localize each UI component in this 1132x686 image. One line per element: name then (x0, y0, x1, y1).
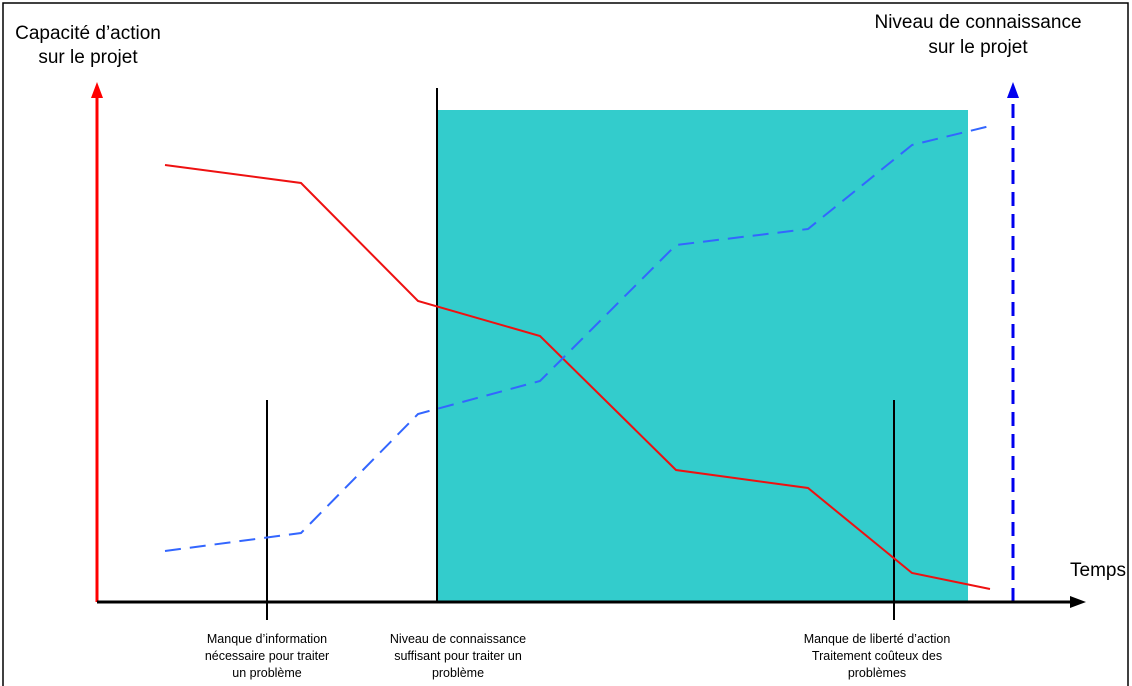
annotation: problèmes (848, 666, 906, 680)
x-axis-arrow (1070, 596, 1086, 608)
annotation: Niveau de connaissance (390, 632, 526, 646)
annotation: problème (432, 666, 484, 680)
left-axis-arrow (91, 82, 103, 98)
x-axis-label: Temps (1070, 560, 1126, 581)
annotation: Manque d’information (207, 632, 327, 646)
right-axis-arrow (1007, 82, 1019, 98)
left-axis-label: sur le projet (38, 47, 138, 68)
left-axis-label: Capacité d’action (15, 23, 161, 44)
right-axis-label: sur le projet (928, 37, 1028, 58)
highlight-zone (437, 110, 968, 602)
annotation: un problème (232, 666, 302, 680)
annotation: nécessaire pour traiter (205, 649, 329, 663)
right-axis-label: Niveau de connaissance (874, 12, 1081, 33)
annotation: suffisant pour traiter un (394, 649, 522, 663)
annotation: Traitement coûteux des (812, 649, 942, 663)
annotation: Manque de liberté d’action (804, 632, 951, 646)
knowledge-curve (164, 125, 991, 552)
action-curve (164, 164, 991, 590)
